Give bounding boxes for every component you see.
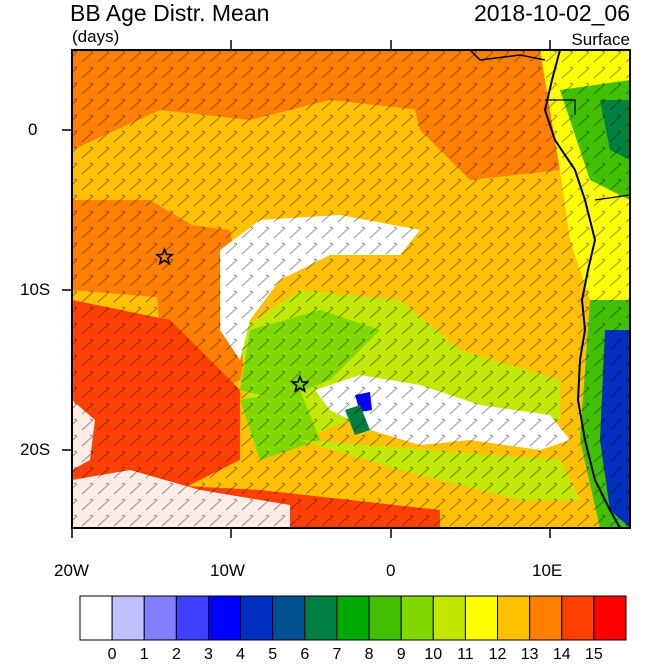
colorbar-cell (207, 595, 242, 641)
colorbar-cell (529, 595, 563, 641)
star-marker-2 (290, 374, 310, 393)
lon-tick-10w: 10W (210, 561, 245, 580)
colorbar-label: 9 (396, 646, 406, 663)
colorbar-cell (464, 595, 499, 641)
colorbar-label: 10 (424, 646, 443, 663)
lon-tick-20w: 20W (54, 561, 89, 580)
colorbar-cell (336, 595, 370, 641)
colorbar-label: 6 (300, 646, 310, 663)
colorbar-cell (400, 595, 434, 641)
lat-tick-0: 0 (28, 120, 38, 139)
colorbar-cell (497, 595, 531, 641)
colorbar-label: 3 (204, 646, 213, 663)
lat-tick-20s: 20S (20, 440, 51, 459)
colorbar-label: 0 (107, 646, 117, 663)
colorbar-cell (304, 595, 338, 641)
colorbar-cell (111, 595, 145, 641)
colorbar-label: 2 (171, 646, 181, 663)
colorbar-label: 5 (268, 646, 278, 663)
colorbar-label: 11 (457, 646, 474, 663)
colorbar-cell (432, 595, 466, 641)
level-label: Surface (571, 30, 630, 49)
colorbar-cell (175, 595, 209, 641)
colorbar-cell (143, 595, 177, 641)
colorbar-cell (240, 595, 274, 641)
colorbar-label: 12 (488, 646, 507, 663)
map-title: BB Age Distr. Mean (70, 0, 270, 26)
star-marker-1 (154, 246, 175, 266)
field-layer (72, 50, 630, 528)
marker-layer (154, 246, 310, 393)
axis-ticks (62, 40, 551, 538)
lon-tick-10e: 10E (532, 561, 563, 580)
colorbar-label: 14 (552, 646, 571, 663)
colorbar-label: 4 (236, 646, 246, 663)
timestamp-label: 2018-10-02_06 (473, 0, 630, 26)
colorbar-label: 1 (139, 646, 149, 663)
colorbar-label: 13 (520, 646, 539, 663)
colorbar-cell (593, 595, 627, 641)
colorbar-label: 7 (332, 646, 342, 663)
lon-tick-0: 0 (386, 561, 396, 580)
colorbar-label: 15 (584, 646, 603, 663)
colorbar-cell (272, 595, 306, 641)
colorbar-label: 8 (364, 646, 374, 663)
plot-frame (71, 49, 631, 529)
lat-tick-10s: 10S (20, 280, 51, 299)
colorbar-cell (368, 595, 402, 641)
colorbar-cell (79, 595, 113, 641)
units-label: (days) (72, 27, 120, 46)
colorbar-cell (561, 595, 595, 641)
